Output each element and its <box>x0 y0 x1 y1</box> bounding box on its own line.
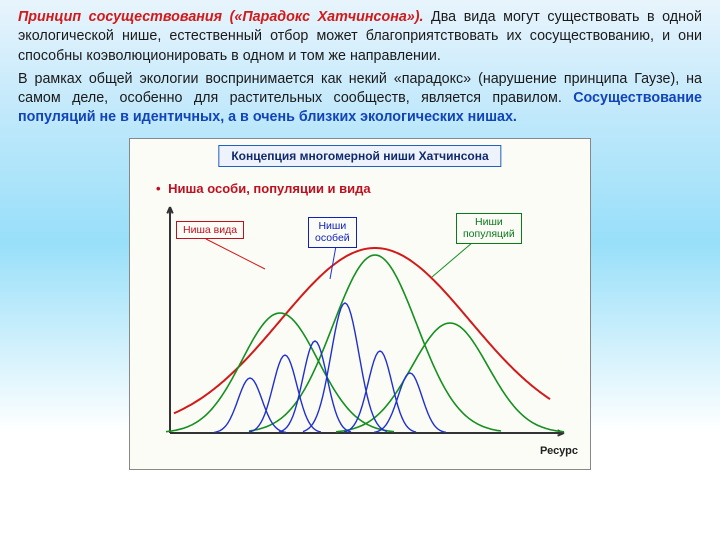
chart-title: Концепция многомерной ниши Хатчинсона <box>218 145 501 167</box>
label-species: Ниша вида <box>176 221 244 240</box>
x-axis-label: Ресурс <box>540 445 578 457</box>
label-individuals: Нишиособей <box>308 217 357 248</box>
title-emphasis: Принцип сосуществования («Парадокс Хатчи… <box>18 9 423 25</box>
chart-subtitle: Ниша особи, популяции и вида <box>156 181 371 196</box>
document-text: Принцип сосуществования («Парадокс Хатчи… <box>0 0 720 132</box>
label-populations: Нишипопуляций <box>456 213 522 244</box>
niche-chart: Концепция многомерной ниши Хатчинсона Ни… <box>129 138 591 470</box>
paragraph-2: В рамках общей экологии воспринимается к… <box>18 70 702 128</box>
paragraph-1: Принцип сосуществования («Парадокс Хатчи… <box>18 8 702 66</box>
